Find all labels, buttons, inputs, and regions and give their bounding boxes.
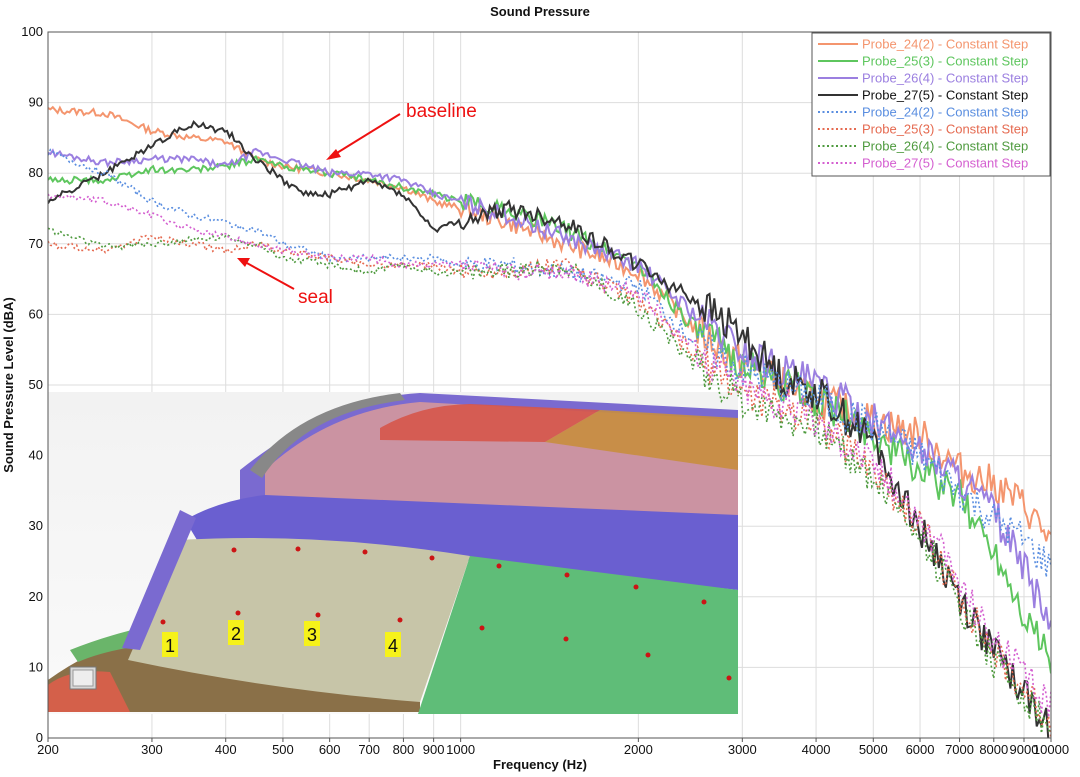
- seal-label: seal: [298, 287, 333, 308]
- series-group: [48, 105, 1051, 738]
- baseline-arrow: [331, 113, 401, 157]
- x-tick-label: 4000: [802, 742, 831, 757]
- y-tick-label: 40: [29, 448, 43, 463]
- seal-arrow: [244, 261, 295, 290]
- x-tick-label: 5000: [859, 742, 888, 757]
- y-tick-label: 10: [29, 659, 43, 674]
- x-tick-label: 6000: [906, 742, 935, 757]
- probe-label-box: [228, 620, 244, 645]
- baseline-annotation: baseline: [326, 101, 477, 160]
- y-tick-label: 50: [29, 377, 43, 392]
- baseline-label: baseline: [406, 101, 477, 122]
- x-tick-label: 200: [37, 742, 59, 757]
- legend-entry: Probe_27(5) - Constant Step: [862, 88, 1028, 103]
- legend-entry: Probe_26(4) - Constant Step: [862, 71, 1028, 86]
- chart-title: Sound Pressure: [490, 4, 590, 19]
- vehicle-inset-image: 1 2 3 4: [48, 392, 738, 714]
- legend-entry: Probe_26(4) - Constant Step: [862, 139, 1028, 154]
- x-tick-label: 1000: [446, 742, 475, 757]
- x-tick-label: 9000: [1010, 742, 1039, 757]
- series-line: [48, 193, 1051, 718]
- probe-label: 2: [231, 624, 241, 644]
- x-tick-label: 800: [393, 742, 415, 757]
- probe-label: 3: [307, 625, 317, 645]
- probe-label: 1: [165, 636, 175, 656]
- probe-label-box: [385, 632, 401, 657]
- legend-entry: Probe_25(3) - Constant Step: [862, 54, 1028, 69]
- y-axis-title: Sound Pressure Level (dBA): [1, 297, 16, 473]
- y-tick-label: 20: [29, 589, 43, 604]
- x-tick-label: 300: [141, 742, 163, 757]
- legend-entry: Probe_27(5) - Constant Step: [862, 156, 1028, 171]
- legend-box: [811, 32, 1051, 177]
- y-tick-labels: 0 10 20 30 40 50 60 70 80 90 100: [21, 24, 43, 745]
- x-tick-label: 900: [423, 742, 445, 757]
- series-line: [48, 105, 1051, 542]
- seal-annotation: seal: [237, 258, 333, 308]
- y-tick-label: 80: [29, 165, 43, 180]
- y-tick-label: 70: [29, 236, 43, 251]
- series-line: [48, 227, 1051, 734]
- x-tick-label: 2000: [624, 742, 653, 757]
- legend-entry: Probe_24(2) - Constant Step: [862, 37, 1028, 52]
- legend-entry: Probe_24(2) - Constant Step: [862, 105, 1028, 120]
- y-tick-label: 60: [29, 306, 43, 321]
- x-tick-label: 10000: [1033, 742, 1069, 757]
- probe-label-box: [304, 621, 320, 646]
- y-tick-label: 30: [29, 518, 43, 533]
- x-tick-label: 3000: [728, 742, 757, 757]
- x-tick-label: 500: [272, 742, 294, 757]
- x-tick-labels: 200 300 400 500 600 700 800 900 1000 2000 3000 4000…: [37, 738, 1069, 757]
- series-line: [48, 120, 1050, 738]
- x-axis-title: Frequency (Hz): [493, 757, 587, 772]
- legend: Probe_24(2) - Constant Step Probe_25(3) -…: [811, 32, 1051, 177]
- y-tick-label: 100: [21, 24, 43, 39]
- plot-frame: [47, 31, 1052, 739]
- x-tick-label: 600: [319, 742, 341, 757]
- x-tick-label: 7000: [945, 742, 974, 757]
- probe-label: 4: [388, 636, 398, 656]
- series-line: [48, 147, 1051, 630]
- legend-entry: Probe_25(3) - Constant Step: [862, 122, 1028, 137]
- y-tick-label: 0: [36, 730, 43, 745]
- x-tick-label: 700: [358, 742, 380, 757]
- y-tick-label: 90: [29, 95, 43, 110]
- x-tick-label: 8000: [979, 742, 1008, 757]
- x-tick-label: 400: [215, 742, 237, 757]
- series-line: [48, 155, 1051, 674]
- probe-label-box: [162, 632, 178, 657]
